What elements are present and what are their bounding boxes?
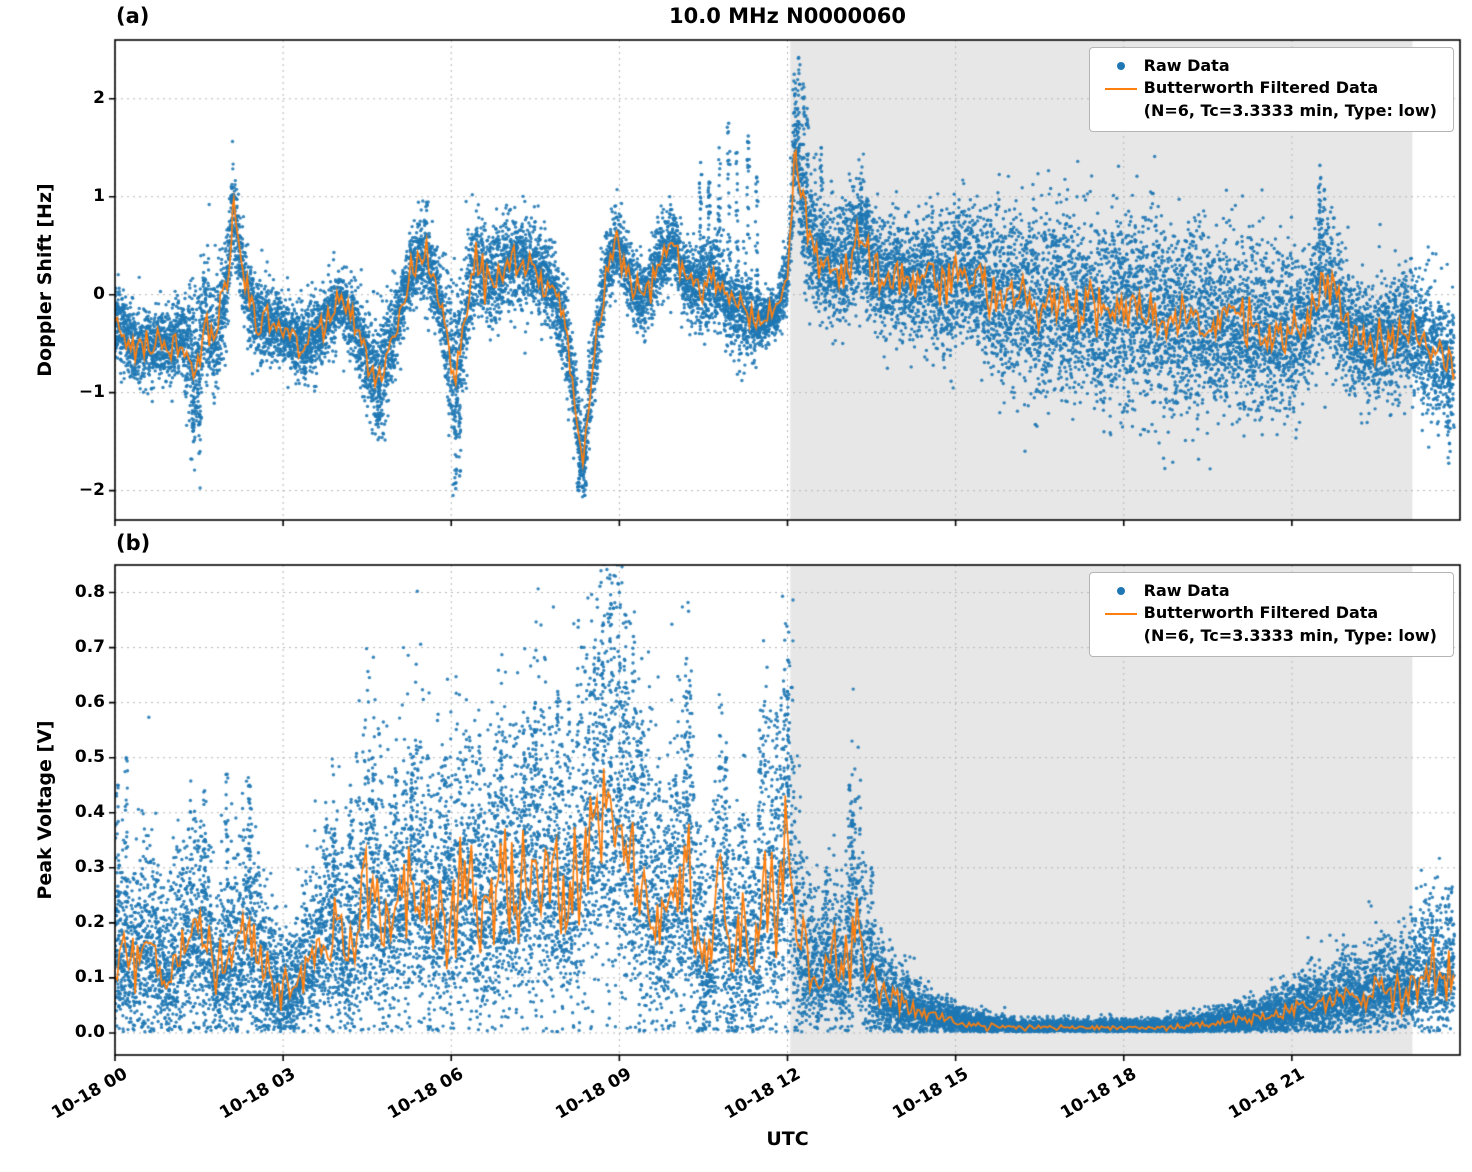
y-tick-label: 0.4 xyxy=(74,801,105,822)
filtered-data-marker-icon xyxy=(1104,613,1137,616)
panel-a-label: (a) xyxy=(116,4,150,28)
legend-filtered-sublabel: (N=6, Tc=3.3333 min, Type: low) xyxy=(1143,625,1437,645)
y-tick-label: 0.0 xyxy=(74,1021,105,1042)
raw-data-marker-icon xyxy=(1116,62,1125,70)
legend-raw-label: Raw Data xyxy=(1143,581,1230,600)
y-tick-label: −2 xyxy=(78,479,105,500)
legend-filtered-label: Butterworth Filtered Data xyxy=(1143,78,1379,98)
y-tick-label: 0.6 xyxy=(74,691,105,712)
raw-data-marker-icon xyxy=(1116,587,1125,595)
y-tick-label: −1 xyxy=(78,381,105,402)
legend-row-filtered: Butterworth Filtered Data (N=6, Tc=3.333… xyxy=(1098,602,1437,647)
y-tick-label: 1 xyxy=(93,185,105,206)
legend-row-raw: Raw Data xyxy=(1098,580,1437,602)
legend-row-raw: Raw Data xyxy=(1098,55,1437,77)
legend-panel-a: Raw Data Butterworth Filtered Data (N=6,… xyxy=(1088,47,1454,133)
legend-raw-label: Raw Data xyxy=(1143,56,1230,75)
legend-row-filtered: Butterworth Filtered Data (N=6, Tc=3.333… xyxy=(1098,77,1437,122)
filtered-data-marker-icon xyxy=(1104,88,1137,91)
y-tick-label: 0 xyxy=(93,283,105,304)
y-axis-label-a: Doppler Shift [Hz] xyxy=(34,183,56,377)
legend-filtered-label: Butterworth Filtered Data xyxy=(1143,603,1379,623)
panel-b-label: (b) xyxy=(116,531,151,555)
x-axis-label: UTC xyxy=(766,1128,809,1150)
legend-panel-b: Raw Data Butterworth Filtered Data (N=6,… xyxy=(1088,572,1454,658)
y-tick-label: 0.3 xyxy=(74,856,105,877)
y-tick-label: 0.7 xyxy=(74,636,105,657)
y-tick-label: 2 xyxy=(93,87,105,108)
legend-filtered-sublabel: (N=6, Tc=3.3333 min, Type: low) xyxy=(1143,100,1437,120)
chart-title: 10.0 MHz N0000060 xyxy=(669,4,906,28)
y-tick-label: 0.2 xyxy=(74,911,105,932)
y-tick-label: 0.1 xyxy=(74,966,105,987)
y-tick-label: 0.5 xyxy=(74,746,105,767)
y-tick-label: 0.8 xyxy=(74,581,105,602)
